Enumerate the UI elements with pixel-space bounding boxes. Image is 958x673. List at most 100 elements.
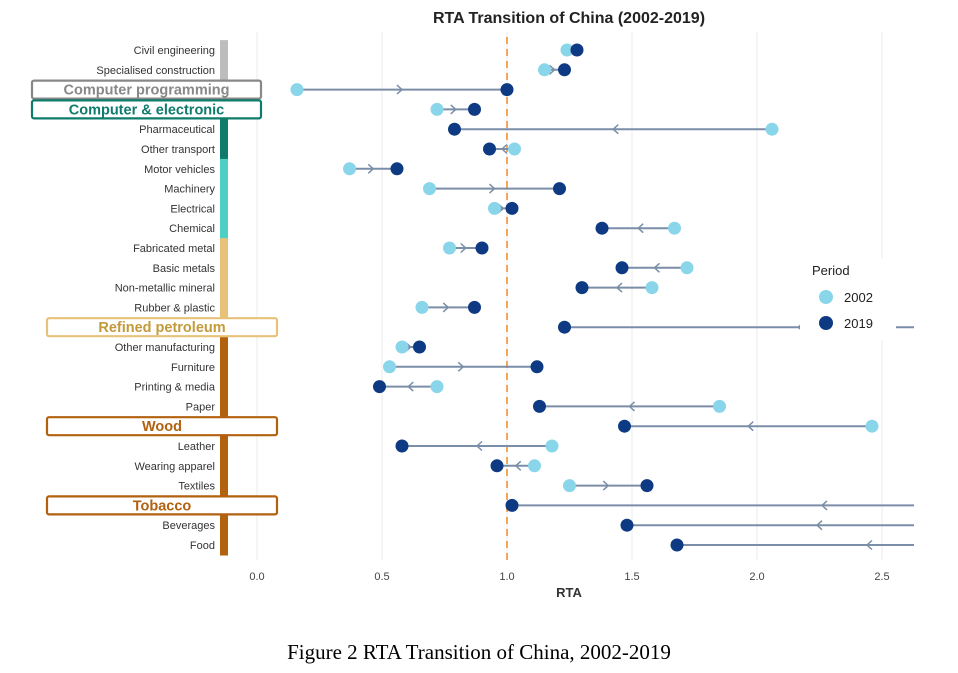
x-tick-label-1: 0.5	[374, 571, 389, 583]
point-2019-specialised-construction	[558, 63, 571, 77]
arrowhead-beverages	[815, 520, 823, 531]
group-bar-leather	[220, 436, 228, 457]
point-2002-leather	[545, 439, 559, 453]
figure-caption: Figure 2 RTA Transition of China, 2002-2…	[287, 640, 671, 664]
point-2019-computer-electronic	[468, 102, 481, 116]
group-bar-fabricated-metal	[220, 238, 228, 259]
arrowhead-tobacco	[820, 500, 828, 511]
point-2019-textiles	[640, 479, 654, 493]
x-tick-label-0: 0.0	[249, 571, 264, 583]
point-2002-other-transport	[508, 142, 521, 156]
y-label-textiles: Textiles	[178, 481, 215, 493]
y-label-computer-electronic: Computer & electronic	[69, 102, 225, 118]
y-label-beverages: Beverages	[162, 520, 215, 532]
group-bar-pharmaceutical	[220, 119, 228, 140]
point-2019-wood	[618, 419, 631, 433]
point-2019-other-transport	[483, 142, 496, 156]
group-bar-furniture	[220, 356, 228, 378]
point-2002-non-metallic-mineral	[645, 281, 659, 295]
y-label-specialised-construction: Specialised construction	[96, 65, 215, 77]
point-2002-computer-electronic	[430, 102, 444, 116]
group-bar-specialised-construction	[220, 59, 228, 81]
group-bar-basic-metals	[220, 257, 228, 279]
point-2019-tobacco	[505, 498, 519, 512]
point-2002-civil-engineering	[560, 43, 574, 57]
arrowhead-textiles	[602, 480, 610, 491]
arrowhead-chemical	[637, 223, 644, 234]
group-bar-electrical	[220, 198, 228, 219]
point-2002-wood	[865, 419, 879, 433]
point-2002-fabricated-metal	[443, 241, 456, 255]
y-label-civil-engineering: Civil engineering	[134, 45, 215, 57]
point-2002-furniture	[383, 360, 396, 374]
y-label-paper: Paper	[186, 401, 216, 413]
legend: Period 2002 2019	[800, 258, 896, 340]
x-tick-label-4: 2.0	[749, 571, 764, 583]
point-2019-computer-programming	[500, 83, 514, 97]
arrowhead-other-transport	[500, 143, 508, 155]
arrowhead-food	[865, 539, 873, 551]
point-2002-motor-vehicles	[343, 162, 356, 176]
point-2002-computer-programming	[290, 83, 304, 97]
arrowhead-furniture	[457, 361, 465, 372]
legend-background	[800, 258, 896, 340]
point-2002-machinery	[423, 182, 436, 196]
y-label-electrical: Electrical	[170, 203, 215, 215]
y-label-machinery: Machinery	[164, 184, 215, 196]
x-tick-label-2: 1.0	[499, 571, 514, 583]
group-bar-food	[220, 535, 228, 556]
point-2019-non-metallic-mineral	[575, 281, 589, 295]
group-bar-motor-vehicles	[220, 158, 228, 180]
legend-marker-2019	[819, 316, 833, 330]
group-bar-civil-engineering	[220, 40, 228, 61]
point-2002-printing-media	[430, 380, 444, 394]
arrowhead-paper	[628, 401, 636, 412]
group-bar-rubber-plastic	[220, 297, 228, 318]
point-2019-machinery	[553, 182, 566, 196]
x-tick-label-3: 1.5	[624, 571, 639, 583]
chart-title: RTA Transition of China (2002-2019)	[433, 10, 705, 27]
arrowhead-leather	[475, 440, 483, 452]
point-2019-rubber-plastic	[468, 300, 481, 314]
arrowhead-pharmaceutical	[612, 124, 619, 135]
group-bar-beverages	[220, 515, 228, 536]
point-2002-textiles	[563, 479, 576, 493]
point-2019-food	[670, 538, 684, 552]
label-box-wood	[45, 416, 279, 437]
y-label-other-transport: Other transport	[141, 144, 215, 156]
point-2002-specialised-construction	[538, 63, 551, 77]
arrowhead-specialised-construction	[548, 64, 556, 75]
y-label-printing-media: Printing & media	[134, 382, 216, 394]
y-label-rubber-plastic: Rubber & plastic	[134, 302, 215, 314]
label-box-computer-electronic	[30, 99, 263, 120]
arrowhead-rubber-plastic	[442, 302, 450, 313]
group-bar-machinery	[220, 178, 228, 200]
point-2002-chemical	[668, 221, 681, 235]
arrowhead-computer-programming	[396, 84, 404, 95]
group-bar-chemical	[220, 218, 228, 239]
point-2019-printing-media	[373, 380, 386, 394]
arrowhead-basic-metals	[653, 262, 661, 273]
point-2019-leather	[395, 439, 409, 453]
point-2002-electrical	[488, 201, 501, 215]
point-2019-paper	[533, 399, 546, 413]
point-2019-basic-metals	[615, 261, 629, 275]
point-2019-other-manufacturing	[413, 340, 426, 354]
group-bar-textiles	[220, 475, 228, 497]
point-2019-beverages	[620, 518, 634, 532]
group-bar-other-manufacturing	[220, 337, 228, 358]
arrowhead-non-metallic-mineral	[615, 282, 623, 293]
point-2019-motor-vehicles	[390, 162, 404, 176]
point-2002-other-manufacturing	[395, 340, 409, 354]
arrowhead-printing-media	[407, 381, 414, 392]
group-bar-other-transport	[220, 139, 228, 160]
point-2019-civil-engineering	[570, 43, 584, 57]
y-label-wood: Wood	[142, 419, 182, 435]
arrowhead-wood	[747, 421, 754, 432]
y-label-basic-metals: Basic metals	[153, 263, 216, 275]
x-axis-title: RTA	[556, 585, 582, 600]
y-label-chemical: Chemical	[169, 223, 215, 235]
point-2002-basic-metals	[680, 261, 694, 275]
y-label-motor-vehicles: Motor vehicles	[144, 164, 215, 176]
label-box-tobacco	[45, 495, 279, 516]
